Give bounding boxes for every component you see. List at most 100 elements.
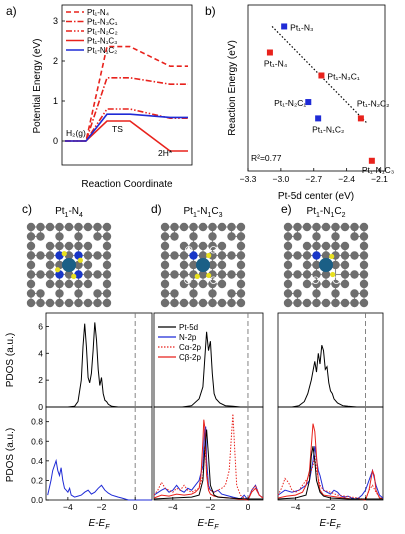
carbon-atom bbox=[312, 270, 321, 279]
carbon-atom bbox=[312, 289, 321, 298]
carbon-atom bbox=[236, 260, 246, 270]
carbon-atom bbox=[312, 222, 321, 232]
carbon-atom bbox=[26, 270, 36, 279]
carbon-atom bbox=[350, 222, 359, 232]
carbon-atom bbox=[217, 251, 227, 260]
carbon-atom bbox=[227, 298, 236, 308]
carbon-atom bbox=[236, 289, 246, 298]
carbon-atom bbox=[179, 270, 189, 279]
carbon-atom bbox=[208, 298, 217, 308]
scatter-point-label: Pt₁-N₃ bbox=[290, 22, 313, 32]
carbon-atom bbox=[198, 251, 208, 260]
pdos-curve bbox=[153, 429, 263, 500]
carbon-atom bbox=[198, 222, 208, 232]
carbon-atom bbox=[83, 222, 93, 232]
panel-letter-a: a) bbox=[6, 4, 17, 18]
carbon-atom bbox=[55, 260, 64, 270]
carbon-atom bbox=[208, 222, 217, 232]
platinum-atom bbox=[196, 258, 210, 272]
carbon-atom bbox=[170, 251, 179, 260]
pdos-ytick-label: 0.6 bbox=[31, 436, 43, 446]
carbon-atom bbox=[64, 251, 74, 260]
carbon-atom bbox=[236, 241, 246, 251]
carbon-atom bbox=[170, 298, 179, 308]
carbon-atom bbox=[293, 298, 302, 308]
panel-a-series-line bbox=[65, 113, 188, 142]
pdos-d-xlabel: E-EF bbox=[198, 518, 220, 531]
carbon-atom bbox=[217, 222, 227, 232]
carbon-atom bbox=[26, 222, 36, 232]
pdos-curve bbox=[277, 446, 383, 500]
carbon-atom bbox=[302, 279, 312, 289]
carbon-atom bbox=[26, 298, 36, 308]
carbon-atom bbox=[321, 241, 331, 251]
carbon-atom bbox=[160, 289, 170, 298]
carbon-atom bbox=[283, 222, 293, 232]
carbon-atom bbox=[331, 222, 340, 232]
carbon-atom bbox=[160, 279, 170, 289]
carbon-atom bbox=[83, 298, 93, 308]
pdos-curve bbox=[278, 345, 383, 408]
carbon-atom bbox=[74, 260, 83, 270]
carbon-atom bbox=[83, 260, 93, 270]
carbon-atom bbox=[102, 241, 112, 251]
carbon-atom bbox=[283, 241, 293, 251]
carbon-atom bbox=[93, 222, 102, 232]
carbon-atom bbox=[321, 251, 331, 260]
structure-title-c: Pt1-N4 bbox=[55, 206, 83, 219]
carbon-atom bbox=[340, 222, 350, 232]
carbon-atom bbox=[179, 251, 189, 260]
carbon-atom bbox=[293, 222, 302, 232]
carbon-atom bbox=[93, 251, 102, 260]
molecular-structure-pt1-n1c3 bbox=[160, 222, 246, 308]
carbon-atom bbox=[64, 298, 74, 308]
panel-b-scatter: −3.3 −3.0 −2.7 −2.4 −2.1 Pt₁-N₃ Pt₁-N₄ Pt₁-N₃C… bbox=[227, 4, 394, 202]
carbon-atom bbox=[55, 241, 64, 251]
carbon-atom bbox=[321, 279, 331, 289]
carbon-atom bbox=[340, 270, 350, 279]
carbon-atom bbox=[340, 279, 350, 289]
carbon-atom bbox=[45, 270, 55, 279]
nitrogen-atom bbox=[55, 270, 64, 279]
carbon-atom bbox=[102, 298, 112, 308]
carbon-atom bbox=[64, 241, 74, 251]
carbon-atom bbox=[55, 289, 64, 298]
panel-a-frame bbox=[61, 4, 193, 166]
carbon-atom bbox=[217, 241, 227, 251]
carbon-atom bbox=[189, 232, 198, 241]
carbon-atom bbox=[283, 298, 293, 308]
carbon-atom bbox=[93, 289, 102, 298]
carbon-atom bbox=[36, 222, 45, 232]
carbon-atom bbox=[302, 241, 312, 251]
carbon-atom bbox=[331, 289, 340, 298]
carbon-atom bbox=[189, 241, 198, 251]
panel-a-xlabel: Reaction Coordinate bbox=[81, 179, 173, 190]
pdos-ytick-label: 0.8 bbox=[31, 417, 43, 427]
carbon-atom bbox=[359, 232, 369, 241]
pdos-ytick-label: 0 bbox=[38, 402, 43, 412]
pdos-e-xlabel: E-EF bbox=[320, 518, 342, 531]
scatter-point bbox=[305, 99, 312, 106]
carbon-atom bbox=[283, 251, 293, 260]
platinum-atom bbox=[319, 258, 333, 272]
scatter-point bbox=[266, 49, 273, 56]
panel-letter-d: d) bbox=[151, 202, 162, 216]
alpha-beta-marker bbox=[185, 246, 193, 254]
annotation-2h: 2H* bbox=[158, 148, 173, 158]
carbon-atom bbox=[236, 251, 246, 260]
carbon-atom bbox=[217, 298, 227, 308]
carbon-atom bbox=[179, 241, 189, 251]
carbon-atom bbox=[55, 222, 64, 232]
annotation-r2: R²=0.77 bbox=[251, 153, 282, 163]
carbon-atom bbox=[74, 298, 83, 308]
carbon-atom bbox=[170, 289, 179, 298]
alpha-beta-marker bbox=[209, 276, 218, 284]
panel-b-xtick-label: −3.0 bbox=[272, 174, 289, 184]
carbon-atom bbox=[74, 232, 83, 241]
carbon-atom bbox=[331, 232, 340, 241]
nitrogen-atom bbox=[55, 251, 64, 260]
panel-b-xtick-label: −2.4 bbox=[338, 174, 355, 184]
carbon-atom bbox=[55, 298, 64, 308]
carbon-atom bbox=[331, 260, 340, 270]
pdos-ytick-label: 0.4 bbox=[31, 456, 43, 466]
